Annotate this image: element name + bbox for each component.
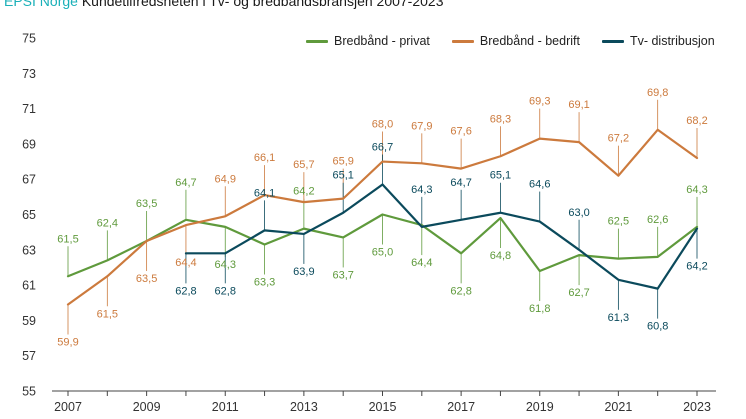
legend: Bredbånd - privat Bredbånd - bedrift Tv-… <box>306 34 715 48</box>
data-label-tv: 64,1 <box>254 187 275 199</box>
data-label-tv: 66,7 <box>372 141 393 153</box>
brand-name: EPSI Norge <box>4 0 78 9</box>
data-label-bedrift: 69,8 <box>647 87 668 99</box>
data-label-privat: 61,5 <box>57 233 78 245</box>
data-label-privat: 63,3 <box>254 277 275 289</box>
data-label-tv: 64,6 <box>529 179 550 191</box>
data-label-bedrift: 64,9 <box>215 173 236 185</box>
data-label-privat: 64,8 <box>490 250 511 262</box>
y-tick-label: 57 <box>22 349 36 363</box>
data-label-tv: 64,3 <box>411 184 432 196</box>
data-label-privat: 62,7 <box>568 287 589 299</box>
y-tick-label: 59 <box>22 314 36 328</box>
data-label-privat: 64,3 <box>215 259 236 271</box>
x-tick-label: 2007 <box>54 400 82 414</box>
data-label-bedrift: 66,1 <box>254 152 275 164</box>
data-label-tv: 64,7 <box>450 177 471 189</box>
y-tick-label: 63 <box>22 243 36 257</box>
y-tick-label: 69 <box>22 137 36 151</box>
legend-swatch-bedrift <box>451 39 474 43</box>
x-axis: 2007 2009 2011 2013 2015 2017 2019 2021 2023 <box>52 390 716 414</box>
data-label-privat: 64,2 <box>293 186 314 198</box>
legend-label-tv: Tv- distribusjon <box>629 34 715 48</box>
series-line-privat <box>66 213 699 278</box>
data-label-tv: 64,2 <box>686 261 707 273</box>
data-label-bedrift: 67,2 <box>608 133 629 145</box>
data-label-bedrift: 68,2 <box>686 115 707 127</box>
data-label-privat: 62,8 <box>450 285 471 297</box>
legend-label-bedrift: Bredbånd - bedrift <box>479 34 580 48</box>
x-tick-label: 2021 <box>604 400 632 414</box>
y-tick-label: 65 <box>22 208 36 222</box>
data-label-privat: 64,7 <box>175 177 196 189</box>
data-label-tv: 60,8 <box>647 321 668 333</box>
data-label-bedrift: 67,6 <box>450 126 471 138</box>
data-label-bedrift: 65,7 <box>293 159 314 171</box>
y-tick-label: 55 <box>22 385 36 399</box>
y-tick-label: 75 <box>22 32 36 46</box>
x-tick-label: 2017 <box>447 400 475 414</box>
data-label-privat: 64,3 <box>686 184 707 196</box>
x-tick-label: 2009 <box>133 400 161 414</box>
x-tick-label: 2011 <box>212 400 239 414</box>
data-label-bedrift: 69,3 <box>529 96 550 108</box>
data-label-bedrift: 64,4 <box>175 257 196 269</box>
data-label-privat: 63,5 <box>136 198 157 210</box>
data-label-privat: 61,8 <box>529 303 550 315</box>
series-line-tv <box>184 183 699 290</box>
x-tick-label: 2015 <box>369 400 397 414</box>
data-label-privat: 62,5 <box>608 216 629 228</box>
data-label-bedrift: 65,9 <box>332 156 353 168</box>
data-label-bedrift: 63,5 <box>136 273 157 285</box>
data-label-bedrift: 67,9 <box>411 120 432 132</box>
data-label-privat: 64,4 <box>411 257 432 269</box>
series-lines <box>66 128 699 306</box>
data-label-tv: 65,1 <box>332 170 353 182</box>
data-label-privat: 62,4 <box>97 217 118 229</box>
legend-item-privat: Bredbånd - privat <box>306 34 430 48</box>
data-label-tv: 62,8 <box>175 285 196 297</box>
data-label-bedrift: 69,1 <box>568 99 589 111</box>
data-label-bedrift: 68,0 <box>372 119 393 131</box>
series-line-bedrift <box>66 128 699 306</box>
data-label-tv: 63,0 <box>568 207 589 219</box>
data-label-bedrift: 68,3 <box>490 113 511 125</box>
x-tick-label: 2023 <box>683 400 711 414</box>
data-labels: 61,5 62,4 63,5 64,7 64,3 63,3 64,2 63,7 65,0 64,4… <box>57 87 707 349</box>
data-label-tv: 63,9 <box>293 266 314 278</box>
y-tick-label: 71 <box>22 102 36 116</box>
legend-label-privat: Bredbånd - privat <box>334 34 430 48</box>
data-label-privat: 62,6 <box>647 214 668 226</box>
legend-item-tv: Tv- distribusjon <box>601 34 715 48</box>
legend-swatch-privat <box>306 39 328 43</box>
title-text: Kundetilfredsheten i Tv- og bredbåndsbra… <box>81 0 444 9</box>
data-label-privat: 65,0 <box>372 247 393 259</box>
legend-item-bedrift: Bredbånd - bedrift <box>451 34 580 48</box>
data-label-bedrift: 59,9 <box>57 337 78 349</box>
chart-title: EPSI Norge Kundetilfredsheten i Tv- og b… <box>4 0 444 9</box>
data-label-bedrift: 61,5 <box>97 308 118 320</box>
data-label-tv: 65,1 <box>490 170 511 182</box>
x-tick-label: 2019 <box>526 400 554 414</box>
data-label-tv: 62,8 <box>215 285 236 297</box>
label-leader-lines <box>67 99 698 335</box>
data-label-tv: 61,3 <box>608 312 629 324</box>
x-tick-label: 2013 <box>290 400 318 414</box>
legend-swatch-tv <box>601 39 624 43</box>
y-tick-label: 73 <box>22 67 36 81</box>
y-tick-label: 67 <box>22 173 36 187</box>
y-axis: 55 57 59 61 63 65 67 69 71 73 75 <box>22 32 36 399</box>
data-label-privat: 63,7 <box>332 269 353 281</box>
y-tick-label: 61 <box>22 279 36 293</box>
